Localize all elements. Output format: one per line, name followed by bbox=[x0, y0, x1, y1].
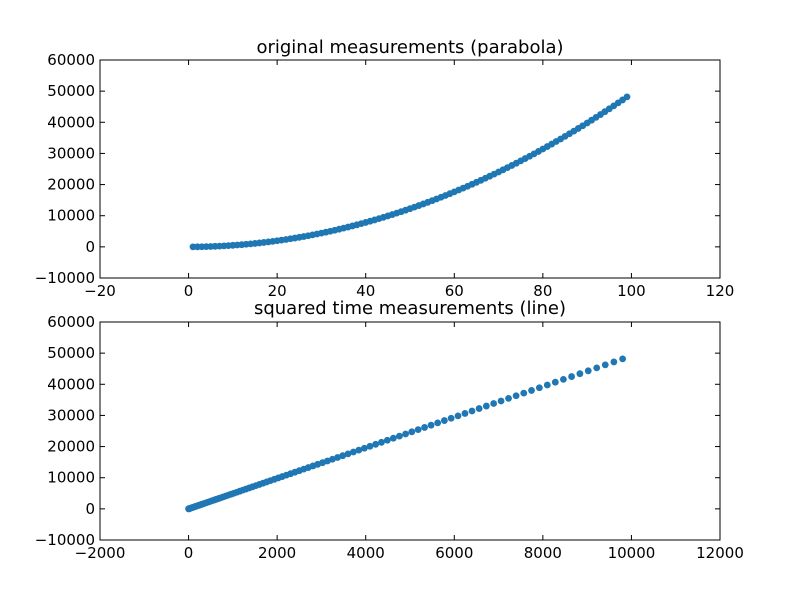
data-point bbox=[454, 412, 462, 420]
data-point bbox=[372, 440, 380, 448]
data-point bbox=[568, 373, 575, 380]
data-point bbox=[593, 364, 601, 372]
x-tick-label: 6000 bbox=[435, 544, 473, 562]
y-tick-label: −10000 bbox=[35, 531, 95, 549]
y-tick-label: 20000 bbox=[47, 176, 95, 194]
data-point bbox=[576, 370, 584, 378]
x-tick-label: 12000 bbox=[696, 544, 744, 562]
data-point bbox=[349, 448, 357, 456]
tick-marks bbox=[99, 59, 721, 279]
data-points bbox=[185, 355, 627, 513]
data-point bbox=[366, 442, 374, 450]
y-tick-label: 60000 bbox=[47, 51, 95, 69]
tick-labels: −2000 0 2000 4000 6000 8000 10000 12000 −10000 0 1… bbox=[35, 313, 744, 562]
data-point bbox=[434, 419, 442, 427]
x-tick-label: −2000 bbox=[75, 544, 126, 562]
chart-title: squared time measurements (line) bbox=[254, 298, 566, 319]
data-point bbox=[414, 426, 422, 434]
x-tick-label: 20 bbox=[268, 282, 287, 300]
data-point bbox=[427, 421, 435, 429]
x-tick-label: 4000 bbox=[347, 544, 385, 562]
data-point bbox=[360, 444, 368, 452]
y-tick-label: 40000 bbox=[47, 113, 95, 131]
data-point bbox=[468, 407, 476, 415]
x-tick-label: 80 bbox=[533, 282, 552, 300]
x-tick-label: 8000 bbox=[524, 544, 562, 562]
data-points bbox=[189, 93, 631, 251]
data-point bbox=[623, 93, 631, 101]
data-point bbox=[601, 361, 609, 369]
x-tick-label: 0 bbox=[184, 282, 194, 300]
data-point bbox=[440, 417, 448, 424]
y-tick-label: 30000 bbox=[47, 144, 95, 162]
data-point bbox=[461, 410, 469, 417]
y-tick-label: 0 bbox=[85, 500, 95, 518]
subplot-bottom: squared time measurements (line) −2000 0 2… bbox=[35, 298, 744, 562]
data-point bbox=[339, 452, 347, 460]
data-point bbox=[497, 397, 505, 405]
y-tick-label: 10000 bbox=[47, 469, 95, 487]
data-point bbox=[383, 436, 391, 444]
x-tick-label: 120 bbox=[706, 282, 735, 300]
data-point bbox=[396, 432, 403, 440]
data-point bbox=[475, 405, 483, 412]
subplot-top: original measurements (parabola) −20 0 20 4… bbox=[35, 37, 735, 300]
tick-labels: −20 0 20 40 60 80 100 120 −10000 0 10000 20000 30000… bbox=[35, 51, 735, 300]
data-point bbox=[560, 375, 567, 383]
data-point bbox=[490, 400, 498, 407]
x-tick-label: 10000 bbox=[608, 544, 656, 562]
data-point bbox=[355, 446, 363, 454]
data-point bbox=[421, 424, 428, 431]
axes-frame bbox=[99, 59, 721, 279]
y-tick-label: 20000 bbox=[47, 438, 95, 456]
data-point bbox=[584, 367, 592, 375]
x-tick-label: 0 bbox=[184, 544, 194, 562]
y-tick-label: 50000 bbox=[47, 344, 95, 362]
x-tick-label: −20 bbox=[84, 282, 116, 300]
data-point bbox=[344, 450, 352, 458]
y-tick-label: −10000 bbox=[35, 269, 95, 287]
y-tick-label: 60000 bbox=[47, 313, 95, 331]
data-point bbox=[408, 428, 416, 436]
y-tick-label: 40000 bbox=[47, 375, 95, 393]
data-point bbox=[505, 394, 512, 402]
data-point bbox=[535, 384, 543, 392]
data-point bbox=[543, 381, 551, 389]
tick-marks bbox=[99, 321, 721, 541]
data-point bbox=[520, 389, 528, 397]
data-point bbox=[551, 378, 559, 386]
data-point bbox=[378, 438, 385, 446]
data-point bbox=[512, 392, 520, 400]
y-tick-label: 10000 bbox=[47, 207, 95, 225]
data-point bbox=[610, 358, 618, 366]
x-tick-label: 100 bbox=[617, 282, 646, 300]
y-tick-label: 0 bbox=[85, 238, 95, 256]
data-point bbox=[528, 387, 535, 394]
data-point bbox=[334, 454, 341, 461]
x-tick-label: 2000 bbox=[258, 544, 296, 562]
x-tick-label: 60 bbox=[445, 282, 464, 300]
data-point bbox=[402, 430, 409, 438]
x-tick-label: 40 bbox=[356, 282, 375, 300]
data-point bbox=[389, 434, 397, 442]
y-tick-label: 50000 bbox=[47, 82, 95, 100]
axes-frame bbox=[99, 321, 721, 541]
data-point bbox=[447, 414, 455, 422]
data-point bbox=[619, 355, 627, 363]
data-point bbox=[482, 402, 490, 410]
y-tick-label: 30000 bbox=[47, 406, 95, 424]
chart-title: original measurements (parabola) bbox=[256, 37, 563, 58]
